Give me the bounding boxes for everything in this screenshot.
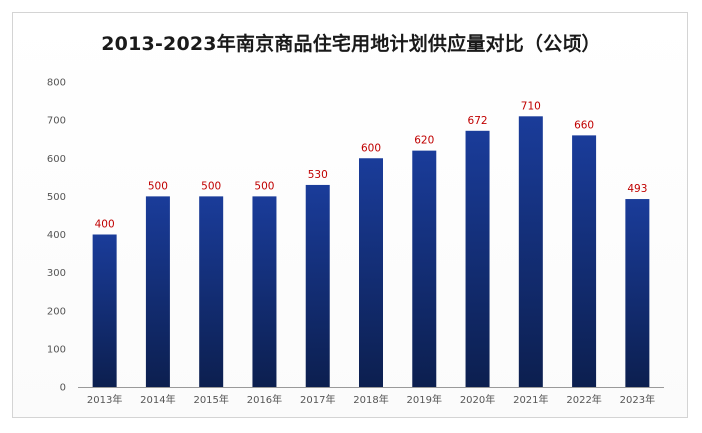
x-tick-label: 2013年 [87,393,122,406]
x-tick-label: 2014年 [140,393,175,406]
data-label: 400 [95,219,115,231]
bar [199,196,224,387]
data-label: 530 [308,169,328,181]
data-label: 600 [361,142,381,154]
chart-title: 2013-2023年南京商品住宅用地计划供应量对比（公顷） [101,33,601,55]
bar [625,199,650,387]
bar [465,130,490,388]
bar [252,196,277,387]
y-tick-label: 700 [47,116,66,127]
bars [92,116,650,388]
data-label: 493 [627,183,647,195]
data-label: 500 [148,180,168,192]
y-tick-label: 100 [47,344,66,355]
bar [145,196,170,387]
y-tick-label: 500 [47,192,66,203]
x-tick-label: 2015年 [193,393,228,406]
y-tick-label: 300 [47,268,66,279]
bar [518,116,543,387]
x-tick-label: 2022年 [566,393,601,406]
y-tick-label: 800 [47,78,66,89]
x-tick-label: 2020年 [460,393,495,406]
x-tick-label: 2019年 [407,393,442,406]
y-tick-label: 200 [47,306,66,317]
data-labels: 400 500 500 500 530 600 620 672 710 660 493 [95,100,648,230]
data-label: 672 [468,115,488,127]
data-label: 660 [574,119,594,131]
bar [92,234,117,387]
y-axis: 0 100 200 300 400 500 600 700 800 [47,78,66,394]
bar [359,158,383,387]
bar [305,184,330,387]
x-axis: 2013年 2014年 2015年 2016年 2017年 2018年 2019年 2020年… [78,387,664,406]
data-label: 500 [254,180,274,192]
x-tick-label: 2018年 [353,393,388,406]
x-tick-label: 2017年 [300,393,335,406]
data-label: 710 [521,100,541,112]
y-tick-label: 600 [47,154,66,165]
data-label: 620 [414,135,434,147]
x-tick-label: 2016年 [247,393,282,406]
x-tick-label: 2023年 [620,393,655,406]
y-tick-label: 400 [47,230,66,241]
bar [572,135,597,387]
bar [412,150,437,387]
y-tick-label: 0 [60,383,66,394]
data-label: 500 [201,180,221,192]
x-tick-label: 2021年 [513,393,548,406]
